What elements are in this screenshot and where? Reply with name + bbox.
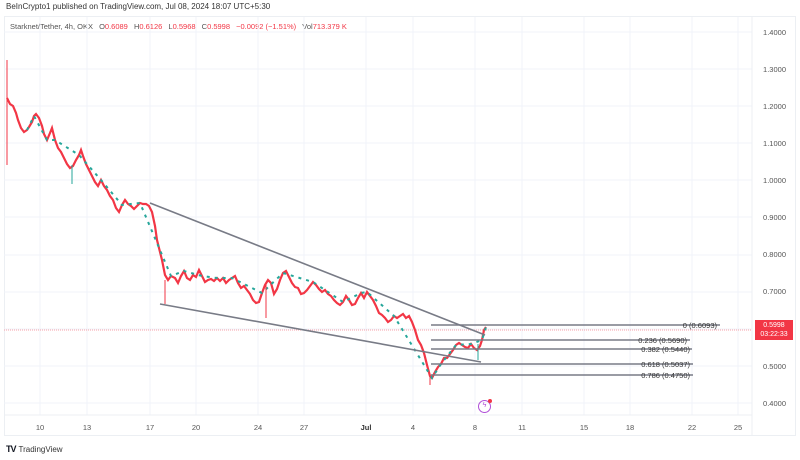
chart-frame	[4, 16, 796, 436]
time-tick-month: Jul	[360, 423, 372, 432]
grid	[4, 17, 752, 415]
wedge-trendlines	[149, 202, 486, 363]
tradingview-branding: TV TradingView	[6, 444, 63, 454]
price-tick: 1.4000	[763, 28, 786, 37]
time-tick: 27	[299, 423, 309, 432]
time-tick: 13	[82, 423, 92, 432]
time-tick: 25	[733, 423, 743, 432]
price-tick: 0.5000	[763, 362, 786, 371]
price-tick: 0.4000	[763, 399, 786, 408]
time-tick: 10	[35, 423, 45, 432]
lightning-event-icon[interactable]: ϟ	[478, 399, 492, 413]
fib-label-0786: 0.786 (0.4750)	[641, 371, 690, 380]
fib-label-0: 0 (0.6093)	[682, 321, 717, 330]
candles	[6, 60, 487, 385]
time-tick: 11	[518, 423, 526, 432]
time-tick: 18	[625, 423, 635, 432]
current-price-tag: 0.5998 03:22:33	[755, 320, 793, 340]
ohlc-legend: Starknet/Tether, 4h, OKX O0.6089 H0.6126…	[10, 22, 347, 31]
price-tick: 0.8000	[763, 250, 786, 259]
fib-lines	[431, 324, 720, 376]
volume-value: 713.379 K	[312, 22, 347, 31]
time-tick: 8	[472, 423, 478, 432]
high-value: 0.6126	[139, 22, 163, 31]
open-value: 0.6089	[104, 22, 128, 31]
fib-label-0618: 0.618 (0.5037)	[641, 360, 690, 369]
lower-trendline	[159, 303, 482, 363]
time-tick: 22	[687, 423, 697, 432]
low-value: 0.5968	[172, 22, 196, 31]
current-price-value: 0.5998	[763, 322, 785, 329]
close-value: 0.5998	[207, 22, 231, 31]
price-tick: 1.0000	[763, 176, 786, 185]
symbol-label: Starknet/Tether, 4h, OKX	[10, 22, 93, 31]
tradingview-logo-icon: TV	[6, 444, 16, 454]
time-tick: 15	[579, 423, 589, 432]
price-tick: 0.7000	[763, 287, 786, 296]
fib-label-0236: 0.236 (0.5690)	[638, 336, 687, 345]
brand-name: TradingView	[18, 444, 63, 454]
time-tick: 24	[253, 423, 263, 432]
publish-info: BeInCrypto1 published on TradingView.com…	[6, 2, 271, 11]
upper-trendline	[149, 202, 486, 336]
price-tick: 1.1000	[763, 139, 786, 148]
price-tick: 1.3000	[763, 65, 786, 74]
fib-label-0382: 0.382 (0.5440)	[641, 345, 690, 354]
time-tick: 20	[191, 423, 201, 432]
change-value: −0.0092 (−1.51%)	[236, 22, 297, 31]
price-tick: 0.9000	[763, 213, 786, 222]
bar-countdown: 03:22:33	[760, 331, 788, 338]
price-tick: 1.2000	[763, 102, 786, 111]
time-tick: 4	[410, 423, 416, 432]
time-tick: 17	[145, 423, 155, 432]
